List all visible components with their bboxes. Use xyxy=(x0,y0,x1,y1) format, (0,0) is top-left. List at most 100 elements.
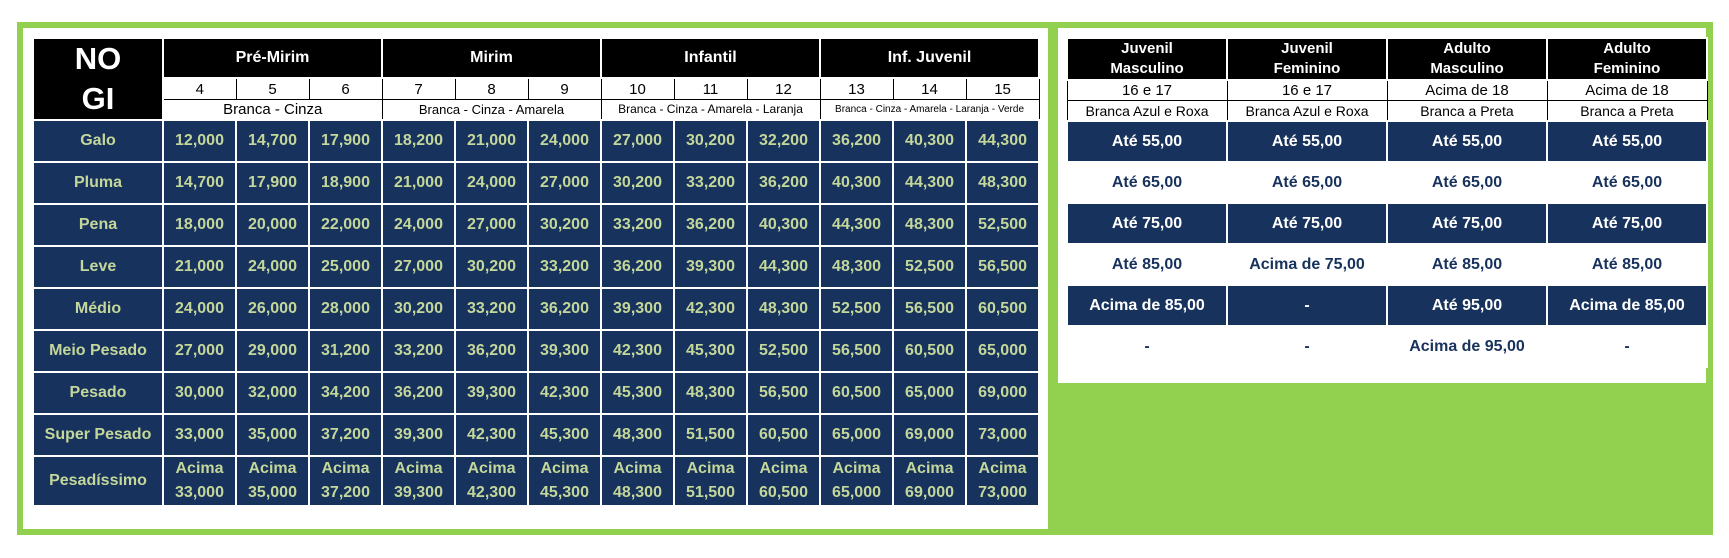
weight-cell: Acima 45,300 xyxy=(527,455,602,507)
row-label: Leve xyxy=(32,245,164,289)
weight-cell: 32,000 xyxy=(235,371,310,415)
weight-cell: 42,300 xyxy=(600,329,675,373)
belt-cell: Branca - Cinza - Amarela - Laranja xyxy=(600,98,821,121)
weight-cell: 35,000 xyxy=(235,413,310,457)
weight-cell: 30,000 xyxy=(162,371,237,415)
row-label: Galo xyxy=(32,119,164,163)
weight-cell: 26,000 xyxy=(235,287,310,331)
weight-cell: 44,300 xyxy=(965,119,1041,163)
weight-cell: 52,500 xyxy=(965,203,1041,247)
corner-cell: NO GI xyxy=(32,37,164,121)
age-cell: 6 xyxy=(308,77,383,100)
weight-cell: 56,500 xyxy=(745,371,822,415)
weight-cell: 30,200 xyxy=(454,245,529,289)
weight-cell: Até 85,00 xyxy=(1546,243,1708,286)
weight-cell: 27,000 xyxy=(527,161,602,205)
weight-row: Meio Pesado 27,000 29,000 31,200 33,200 36,20… xyxy=(32,329,1041,373)
weight-cell: 36,200 xyxy=(600,245,675,289)
group-header: Pré-Mirim xyxy=(162,36,383,80)
age-cell: 10 xyxy=(600,77,675,100)
weight-cell: 20,000 xyxy=(235,203,310,247)
weight-cell: 31,200 xyxy=(308,329,383,373)
weight-cell: 48,300 xyxy=(892,203,968,247)
age-cell: Acima de 18 xyxy=(1546,79,1708,101)
weight-cell: 51,500 xyxy=(673,413,748,457)
weight-cell: 60,500 xyxy=(819,371,895,415)
row-label: Meio Pesado xyxy=(32,329,164,373)
age-cell: 7 xyxy=(381,77,456,100)
age-cell: 4 xyxy=(162,77,237,100)
weight-cell: 39,300 xyxy=(600,287,675,331)
category-title: Adulto Feminino xyxy=(1593,40,1661,77)
weight-cell: 52,500 xyxy=(745,329,822,373)
weight-cell: Até 55,00 xyxy=(1226,120,1388,163)
weight-cell: 44,300 xyxy=(745,245,822,289)
group-header: Mirim xyxy=(381,36,602,80)
weight-cell: 48,300 xyxy=(600,413,675,457)
weight-cell: Acima 39,300 xyxy=(381,455,456,507)
weight-cell: Acima de 95,00 xyxy=(1386,325,1548,368)
weight-cell: 60,500 xyxy=(745,413,822,457)
weight-cell: 39,300 xyxy=(454,371,529,415)
weight-cell: 60,500 xyxy=(965,287,1041,331)
category-header: Juvenil Feminino xyxy=(1226,37,1388,81)
weight-cell: 42,300 xyxy=(454,413,529,457)
weight-cell: Acima de 85,00 xyxy=(1066,284,1228,327)
weight-cell: Até 55,00 xyxy=(1066,120,1228,163)
belt-cell: Branca a Preta xyxy=(1546,100,1708,122)
weight-cell: 30,200 xyxy=(600,161,675,205)
weight-row: - - Acima de 95,00- xyxy=(1066,325,1708,368)
weight-cell: 39,300 xyxy=(381,413,456,457)
weight-cell: Acima 51,500 xyxy=(673,455,748,507)
weight-cell: Acima 65,000 xyxy=(819,455,895,507)
weight-cell: 42,300 xyxy=(527,371,602,415)
weight-cell: 39,300 xyxy=(527,329,602,373)
weight-cell: 33,200 xyxy=(454,287,529,331)
weight-cell: Acima 35,000 xyxy=(235,455,310,507)
age-row: 4 5 6 7 8 9 10 11 12 13 14 15 xyxy=(33,77,1040,100)
weight-cell: 65,000 xyxy=(819,413,895,457)
weight-cell: Acima 37,200 xyxy=(308,455,383,507)
weight-cell: - xyxy=(1546,325,1708,368)
belt-cell: Branca - Cinza - Amarela - Laranja - Ver… xyxy=(819,98,1040,121)
weight-cell: Até 75,00 xyxy=(1386,202,1548,245)
row-label: Pena xyxy=(32,203,164,247)
age-row: 16 e 17 16 e 17 Acima de 18 Acima de 18 xyxy=(1066,79,1708,101)
weight-cell: 40,300 xyxy=(745,203,822,247)
weight-cell: 27,000 xyxy=(162,329,237,373)
weight-cell: 24,000 xyxy=(454,161,529,205)
weight-cell: 44,300 xyxy=(819,203,895,247)
row-label: Super Pesado xyxy=(32,413,164,457)
weight-cell: 21,000 xyxy=(381,161,456,205)
weight-cell: 18,000 xyxy=(162,203,237,247)
weight-cell: 33,000 xyxy=(162,413,237,457)
weight-cell: - xyxy=(1226,325,1388,368)
weight-row: Super Pesado 33,000 35,000 37,200 39,300 42,3… xyxy=(32,413,1041,457)
weight-cell: - xyxy=(1226,284,1388,327)
weight-cell: 40,300 xyxy=(892,119,968,163)
category-header: Adulto Masculino xyxy=(1386,37,1548,81)
weight-cell: 33,200 xyxy=(527,245,602,289)
weight-cell: Até 75,00 xyxy=(1226,202,1388,245)
weight-cell: 45,300 xyxy=(600,371,675,415)
row-label: Pesadíssimo xyxy=(32,455,164,507)
weight-cell: 18,200 xyxy=(381,119,456,163)
weight-cell: 24,000 xyxy=(162,287,237,331)
weight-cell: 33,200 xyxy=(381,329,456,373)
weight-cell: Até 85,00 xyxy=(1386,243,1548,286)
age-cell: 14 xyxy=(892,77,967,100)
belt-row: Branca - Cinza Branca - Cinza - Amarela Br… xyxy=(33,98,1040,121)
weight-row: Acima de 85,00- Até 95,00 Acima de 85,00 xyxy=(1066,284,1708,327)
belt-row: Branca Azul e Roxa Branca Azul e Roxa Bran… xyxy=(1066,100,1708,122)
age-cell: 12 xyxy=(746,77,821,100)
weight-cell: 44,300 xyxy=(892,161,968,205)
weight-cell: 56,500 xyxy=(965,245,1041,289)
weight-cell: 33,200 xyxy=(600,203,675,247)
weight-cell: 69,000 xyxy=(892,413,968,457)
weight-cell: 48,300 xyxy=(965,161,1041,205)
weight-cell: 24,000 xyxy=(235,245,310,289)
age-cell: 8 xyxy=(454,77,529,100)
weight-row: Pesado 30,000 32,000 34,200 36,200 39,300 42,3… xyxy=(32,371,1041,415)
weight-cell: 42,300 xyxy=(673,287,748,331)
age-cell: 11 xyxy=(673,77,748,100)
